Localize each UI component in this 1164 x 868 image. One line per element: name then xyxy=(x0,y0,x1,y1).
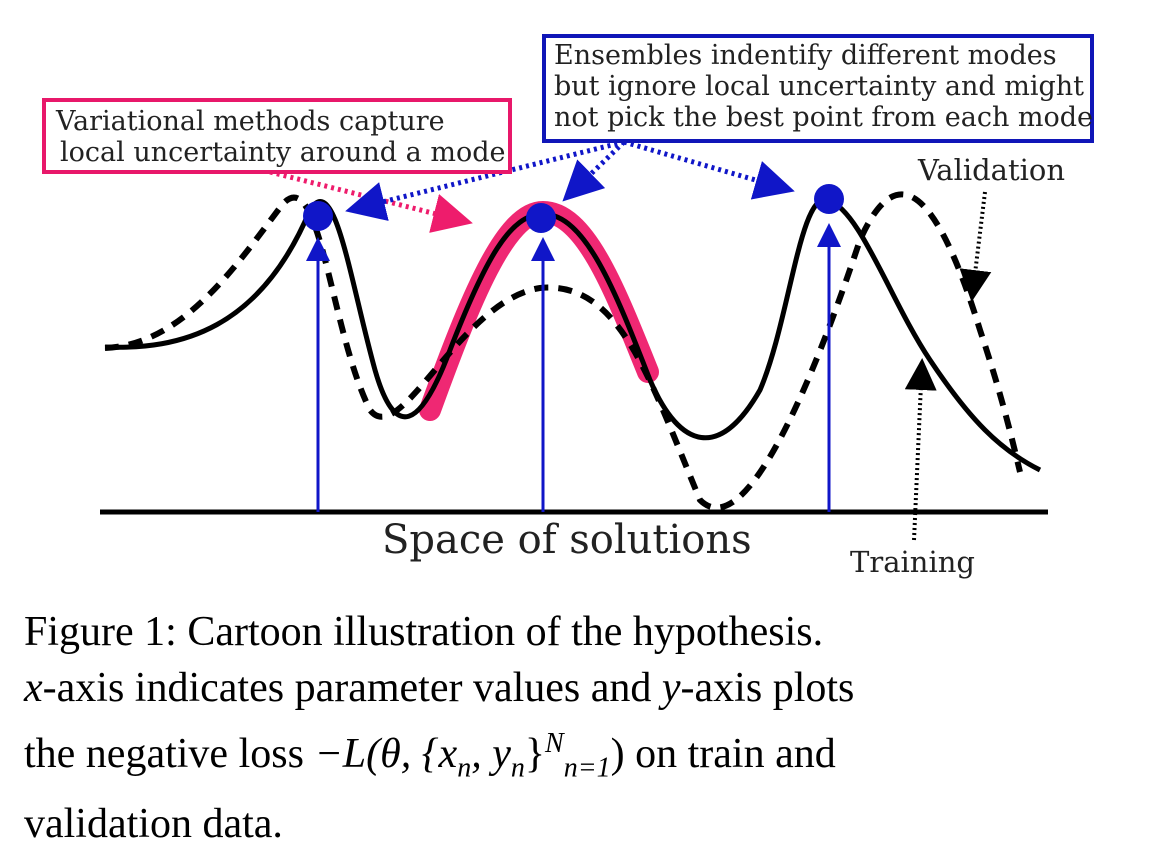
caption-y-var: y xyxy=(661,665,681,711)
training-label: Training xyxy=(850,545,975,579)
figure-caption: Figure 1: Cartoon illustration of the hy… xyxy=(24,604,1144,852)
caption-line-1: Figure 1: Cartoon illustration of the hy… xyxy=(24,604,1144,660)
variational-highlight xyxy=(419,200,659,421)
caption-math: −L(θ, {x xyxy=(314,731,458,777)
ensembles-arrow-3 xyxy=(623,139,795,200)
caption-line-4-text: validation data. xyxy=(24,801,283,848)
caption-paren: ) xyxy=(610,731,625,777)
caption-x-var: x xyxy=(24,665,43,711)
validation-arrow xyxy=(959,191,992,302)
caption-line-2: x-axis indicates parameter values and y-… xyxy=(24,660,1144,716)
ensembles-text-1: Ensembles indentify different modes xyxy=(554,40,1057,71)
caption-line-2a: -axis indicates parameter values and xyxy=(42,665,652,711)
training-curve xyxy=(104,197,1042,473)
space-label: Space of solutions xyxy=(382,517,752,563)
caption-comma: , y xyxy=(471,731,511,777)
caption-fig-label: Figure 1: xyxy=(24,609,177,655)
caption-close: } xyxy=(524,731,546,777)
validation-curve xyxy=(104,191,1023,511)
caption-sup-n: N xyxy=(545,728,564,759)
ensembles-arrow-1 xyxy=(345,139,625,221)
caption-line-4: validation data. xyxy=(24,796,1144,852)
ensembles-text-3: not pick the best point from each mode xyxy=(554,102,1093,133)
caption-line-3: the negative loss −L(θ, {xn, yn}Nn=1) on… xyxy=(24,716,1144,796)
variational-box xyxy=(42,98,512,174)
variational-arrow xyxy=(269,169,473,233)
caption-sub-eq: n=1 xyxy=(563,752,611,784)
mode-point-3 xyxy=(814,184,844,214)
ensembles-box xyxy=(542,34,1094,143)
caption-sub-n: n xyxy=(457,752,472,784)
caption-line-3b: on train and xyxy=(635,731,836,777)
mode-point-2 xyxy=(526,203,556,233)
caption-line-3a: the negative loss xyxy=(24,731,304,777)
caption-sub-n2: n xyxy=(510,752,525,784)
caption-line-2b: -axis plots xyxy=(680,665,855,711)
variational-text-1: Variational methods capture xyxy=(55,106,445,137)
validation-label: Validation xyxy=(917,153,1065,187)
variational-text-2: local uncertainty around a mode xyxy=(60,137,505,168)
figure-illustration: Variational methods capture local uncert… xyxy=(42,34,1094,579)
caption-line-1-text: Cartoon illustration of the hypothesis. xyxy=(187,609,824,655)
figure-svg: Variational methods capture local uncert… xyxy=(42,34,1094,579)
ensembles-text-2: but ignore local uncertainty and might xyxy=(554,71,1084,102)
mode-point-1 xyxy=(303,201,333,231)
